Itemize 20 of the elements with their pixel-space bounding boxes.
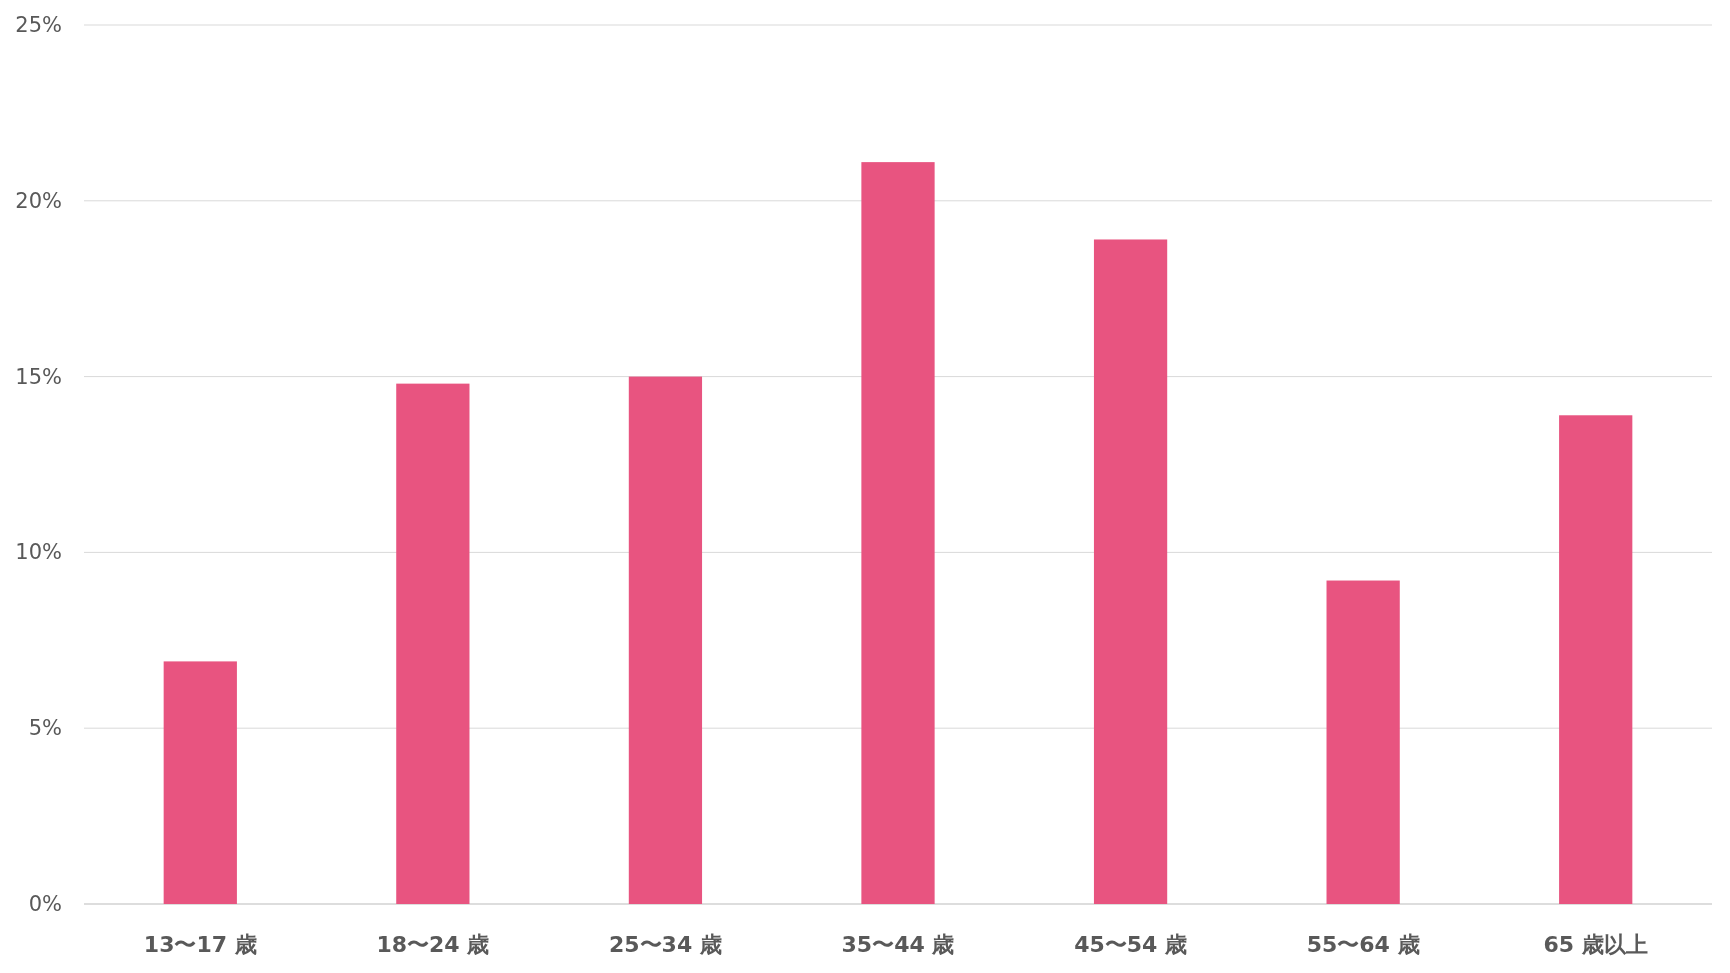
x-tick-label: 35〜44 歳 [841,932,955,957]
x-tick-label: 18〜24 歳 [376,932,490,957]
y-tick-label: 20% [15,188,62,213]
x-tick-label: 13〜17 歳 [143,932,257,957]
bar [628,376,703,904]
y-tick-label: 25% [15,13,62,37]
y-tick-label: 0% [28,892,62,916]
x-tick-label: 65 歳以上 [1543,932,1648,957]
y-tick-label: 5% [28,716,62,741]
y-tick-label: 10% [15,540,62,565]
y-tick-label: 15% [15,364,62,389]
bar [1093,239,1168,904]
bar [861,162,935,904]
bar [1326,580,1400,904]
x-tick-label: 55〜64 歳 [1306,932,1420,957]
x-tick-label: 25〜34 歳 [608,932,722,957]
bar [163,661,237,904]
bar [1559,415,1633,904]
x-tick-label: 45〜54 歳 [1074,932,1188,957]
bar [396,383,470,904]
